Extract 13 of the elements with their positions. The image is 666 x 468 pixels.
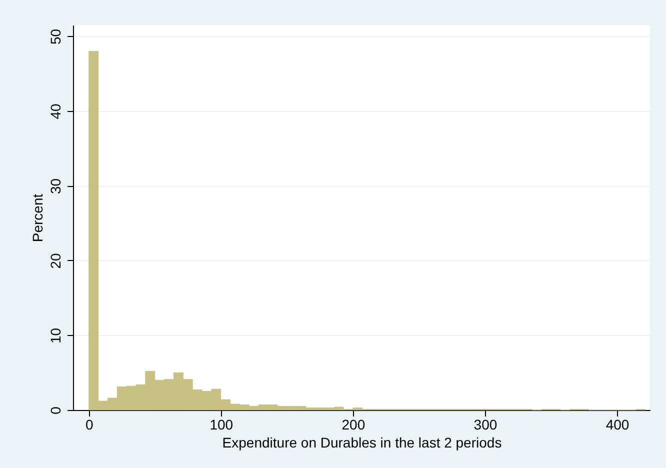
- y-tick-label: 20: [48, 252, 64, 269]
- y-tick-label: 30: [48, 178, 64, 194]
- y-tick-label: 40: [48, 103, 64, 120]
- y-tick-label: 50: [48, 28, 64, 45]
- x-tick-label: 300: [474, 416, 498, 432]
- y-tick-label: 10: [48, 328, 64, 344]
- x-tick-label: 400: [606, 416, 630, 432]
- x-axis-title: Expenditure on Durables in the last 2 periods: [222, 434, 502, 450]
- y-tick-label: 0: [48, 406, 64, 414]
- x-tick-label: 200: [342, 416, 366, 432]
- x-tick-label: 0: [85, 416, 94, 432]
- x-tick-label: 100: [210, 416, 234, 432]
- y-axis-title: Percent: [30, 194, 46, 242]
